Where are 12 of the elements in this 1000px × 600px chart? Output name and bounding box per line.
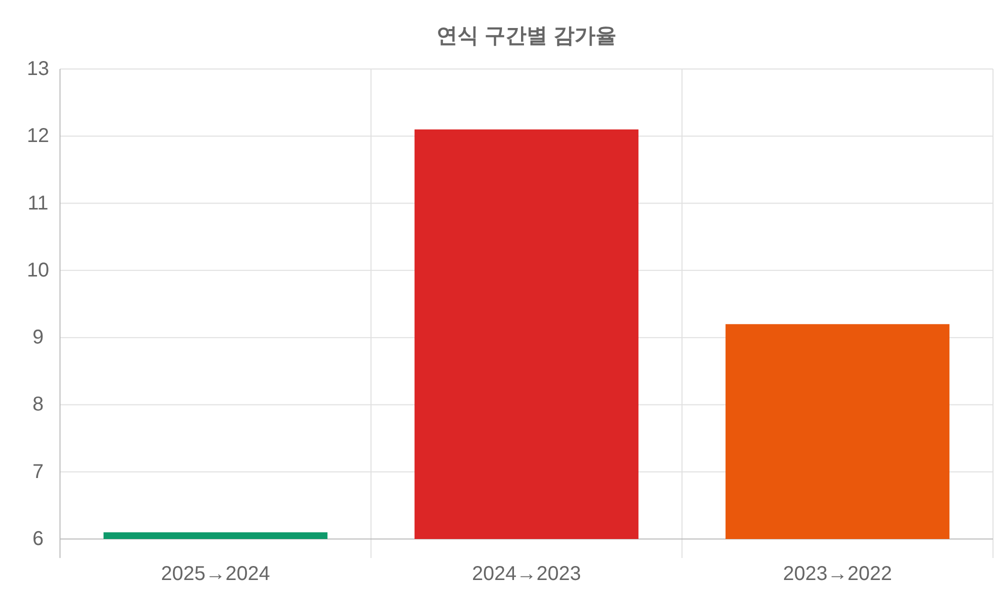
y-tick-label: 6 [32, 528, 44, 550]
y-tick-label: 11 [28, 192, 48, 214]
y-tick-label: 10 [26, 259, 50, 282]
x-tick-label: 2023→2022 [783, 563, 892, 585]
y-tick-label: 9 [32, 326, 44, 349]
y-tick-label: 13 [26, 58, 50, 80]
y-tick-label: 7 [32, 460, 44, 483]
x-tick-label: 2025→2024 [161, 563, 270, 585]
y-tick-label: 8 [32, 394, 44, 416]
chart-title: 연식 구간별 감가율 [436, 24, 616, 48]
x-tick-label: 2024→2023 [472, 563, 581, 585]
y-tick-label: 12 [26, 125, 50, 148]
